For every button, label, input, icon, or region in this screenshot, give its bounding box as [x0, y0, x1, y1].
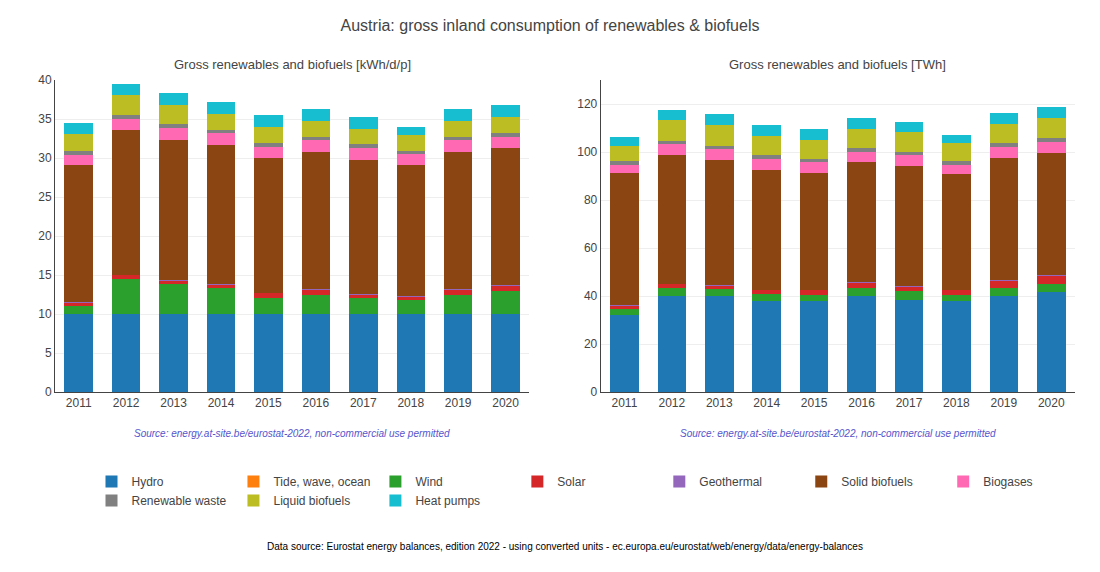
svg-text:2011: 2011	[612, 396, 638, 410]
svg-text:40: 40	[584, 289, 598, 303]
svg-text:Source: energy.at-site.be/euro: Source: energy.at-site.be/eurostat-2022,…	[134, 428, 450, 439]
svg-text:Geothermal: Geothermal	[699, 475, 762, 489]
svg-text:20: 20	[38, 229, 52, 243]
svg-text:Data source: Eurostat energy b: Data source: Eurostat energy balances, e…	[267, 541, 863, 552]
svg-text:2019: 2019	[445, 396, 472, 410]
svg-text:40: 40	[38, 73, 52, 87]
svg-text:2020: 2020	[492, 396, 519, 410]
svg-text:2012: 2012	[658, 396, 685, 410]
svg-text:2014: 2014	[753, 396, 780, 410]
svg-text:35: 35	[38, 112, 52, 126]
svg-text:Tide, wave, ocean: Tide, wave, ocean	[273, 475, 370, 489]
svg-text:60: 60	[584, 241, 598, 255]
svg-text:2017: 2017	[896, 396, 923, 410]
svg-text:2019: 2019	[990, 396, 1017, 410]
svg-text:Gross renewables and biofuels: Gross renewables and biofuels [TWh]	[729, 57, 946, 72]
svg-text:0: 0	[591, 385, 598, 399]
svg-text:2013: 2013	[160, 396, 187, 410]
svg-text:Hydro: Hydro	[132, 475, 164, 489]
svg-text:Gross renewables and biofuels: Gross renewables and biofuels [kWh/d/p]	[174, 57, 411, 72]
svg-text:2018: 2018	[943, 396, 970, 410]
svg-text:2015: 2015	[255, 396, 282, 410]
svg-text:Wind: Wind	[415, 475, 442, 489]
svg-text:Solar: Solar	[557, 475, 585, 489]
svg-text:Renewable waste: Renewable waste	[132, 494, 227, 508]
svg-text:10: 10	[38, 307, 52, 321]
svg-text:80: 80	[584, 193, 598, 207]
svg-text:20: 20	[584, 337, 598, 351]
svg-text:2018: 2018	[397, 396, 424, 410]
svg-text:100: 100	[577, 145, 597, 159]
svg-text:Heat pumps: Heat pumps	[415, 494, 480, 508]
svg-text:Solid biofuels: Solid biofuels	[841, 475, 912, 489]
svg-text:2011: 2011	[66, 396, 92, 410]
svg-text:2016: 2016	[303, 396, 330, 410]
svg-text:2020: 2020	[1038, 396, 1065, 410]
svg-text:5: 5	[45, 346, 52, 360]
svg-text:Source: energy.at-site.be/euro: Source: energy.at-site.be/eurostat-2022,…	[680, 428, 996, 439]
svg-text:0: 0	[45, 385, 52, 399]
svg-text:15: 15	[38, 268, 52, 282]
svg-text:2015: 2015	[801, 396, 828, 410]
svg-text:25: 25	[38, 190, 52, 204]
svg-text:120: 120	[577, 97, 597, 111]
svg-text:30: 30	[38, 151, 52, 165]
svg-text:Biogases: Biogases	[983, 475, 1032, 489]
svg-text:2013: 2013	[706, 396, 733, 410]
svg-text:Liquid biofuels: Liquid biofuels	[273, 494, 350, 508]
svg-text:2016: 2016	[848, 396, 875, 410]
svg-text:2014: 2014	[208, 396, 235, 410]
svg-text:2012: 2012	[113, 396, 140, 410]
svg-text:Austria: gross inland consumpt: Austria: gross inland consumption of ren…	[341, 17, 760, 34]
svg-text:2017: 2017	[350, 396, 377, 410]
